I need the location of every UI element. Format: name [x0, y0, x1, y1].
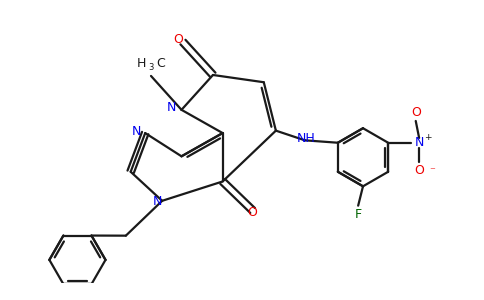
Text: O: O — [173, 33, 183, 46]
Text: N: N — [132, 125, 141, 138]
Text: NH: NH — [297, 132, 315, 146]
Text: ⁻: ⁻ — [430, 166, 436, 176]
Text: O: O — [411, 106, 421, 119]
Text: N: N — [152, 195, 162, 208]
Text: 3: 3 — [148, 63, 153, 72]
Text: +: + — [424, 134, 432, 142]
Text: N: N — [167, 101, 177, 114]
Text: C: C — [156, 57, 165, 70]
Text: O: O — [414, 164, 424, 177]
Text: N: N — [414, 136, 424, 149]
Text: F: F — [355, 208, 362, 221]
Text: O: O — [248, 206, 257, 219]
Text: H: H — [137, 57, 146, 70]
